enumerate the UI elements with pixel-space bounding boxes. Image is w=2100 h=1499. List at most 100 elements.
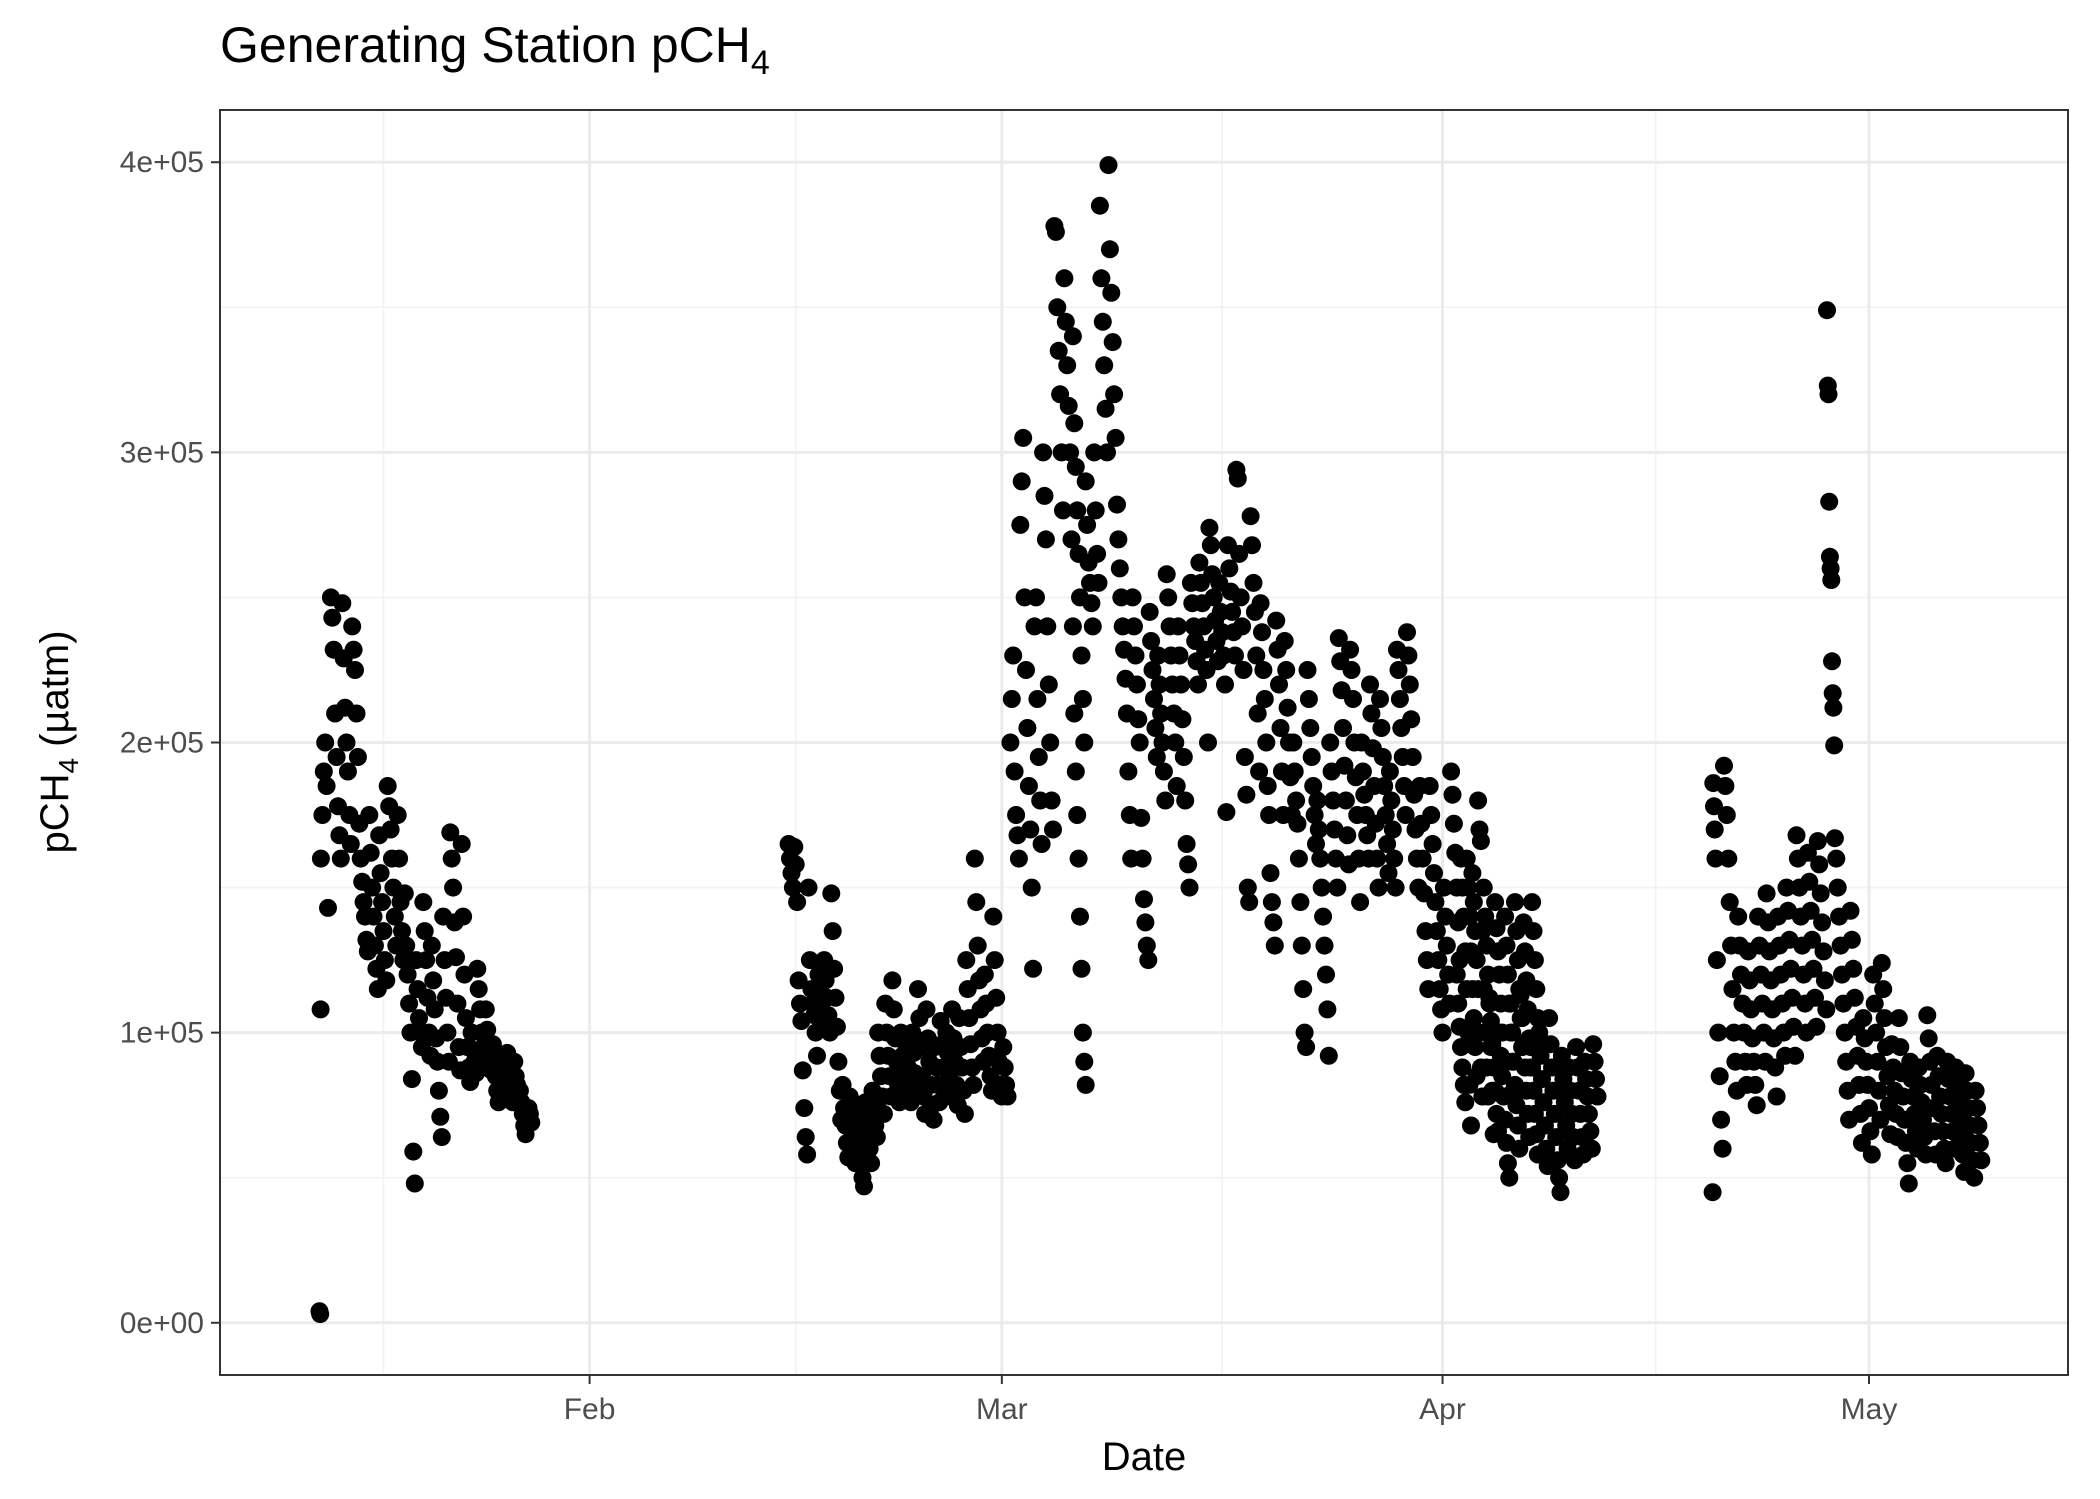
data-point <box>903 1023 922 1042</box>
data-point <box>1029 748 1048 766</box>
data-point <box>1066 457 1085 476</box>
data-point <box>390 849 409 868</box>
data-point <box>1068 806 1087 824</box>
data-point <box>522 1113 541 1132</box>
data-point <box>1334 719 1352 737</box>
data-point <box>1717 806 1736 824</box>
data-point <box>414 893 433 912</box>
data-point <box>994 1038 1013 1057</box>
data-point <box>397 936 416 955</box>
data-point <box>1156 791 1175 810</box>
data-point <box>323 608 342 627</box>
data-point <box>1899 1174 1918 1193</box>
data-point <box>1049 341 1068 360</box>
data-point <box>1157 565 1176 584</box>
data-point <box>347 704 366 723</box>
data-point <box>917 1000 936 1019</box>
data-point <box>1086 501 1105 520</box>
data-point <box>331 849 350 868</box>
data-point <box>1581 1122 1600 1141</box>
data-point <box>1386 878 1405 897</box>
data-point <box>1017 661 1035 679</box>
data-point <box>1862 1145 1881 1164</box>
data-point <box>441 823 460 842</box>
data-point <box>1270 675 1288 694</box>
data-point <box>1255 690 1274 708</box>
data-point <box>1251 594 1270 613</box>
data-point <box>1423 835 1442 853</box>
data-point <box>1035 486 1054 505</box>
data-point <box>438 1023 457 1042</box>
data-point <box>404 1142 423 1161</box>
data-point <box>1200 518 1219 537</box>
data-point <box>1399 646 1418 665</box>
data-point <box>1969 1116 1988 1135</box>
data-point <box>1063 617 1082 636</box>
data-point <box>1041 733 1060 752</box>
data-point <box>1474 878 1493 897</box>
data-point <box>1723 980 1742 999</box>
data-point <box>855 1177 873 1196</box>
data-point <box>1720 893 1739 912</box>
data-point <box>1443 785 1462 804</box>
data-point <box>1289 849 1308 868</box>
data-point <box>1500 1168 1519 1187</box>
data-point <box>1262 893 1281 912</box>
data-point <box>789 971 808 990</box>
data-point <box>1540 1009 1559 1028</box>
data-point <box>311 849 330 868</box>
data-point <box>1321 733 1340 752</box>
data-point <box>1167 777 1186 795</box>
data-point <box>1420 777 1439 795</box>
data-point <box>1396 806 1415 824</box>
data-point <box>1126 646 1145 665</box>
data-point <box>1046 222 1065 241</box>
data-point <box>1007 806 1026 824</box>
chart-title-subscript: 4 <box>751 44 770 82</box>
data-point <box>1240 893 1259 912</box>
data-point <box>1449 994 1468 1013</box>
data-point <box>793 1061 812 1080</box>
data-point <box>1304 777 1323 795</box>
chart-title: Generating Station pCH4 <box>220 17 770 82</box>
data-point <box>1767 1087 1786 1106</box>
data-point <box>799 878 818 897</box>
data-point <box>1369 878 1388 897</box>
data-point <box>1860 1099 1878 1118</box>
data-point <box>442 849 461 868</box>
data-point <box>1430 980 1449 999</box>
x-tick-label: May <box>1841 1393 1898 1426</box>
data-point <box>1110 559 1129 578</box>
data-point <box>957 951 976 970</box>
data-point <box>1329 629 1348 648</box>
data-point <box>1452 1038 1470 1057</box>
data-point <box>1078 515 1097 534</box>
data-point <box>1054 501 1072 520</box>
data-point <box>341 835 360 853</box>
data-point <box>1402 710 1421 729</box>
data-point <box>955 1104 974 1123</box>
data-point <box>1075 1052 1094 1071</box>
data-point <box>363 878 382 897</box>
data-point <box>1705 797 1723 816</box>
data-point <box>1133 849 1152 868</box>
data-point <box>1453 1058 1472 1077</box>
data-point <box>1073 690 1092 708</box>
data-point <box>1177 835 1196 853</box>
data-point <box>1473 922 1492 941</box>
data-point <box>786 855 805 874</box>
data-point <box>1154 762 1173 781</box>
data-point <box>791 994 809 1013</box>
data-point <box>1018 719 1037 737</box>
data-point <box>1361 675 1379 694</box>
data-point <box>1034 443 1053 462</box>
data-point <box>364 907 383 926</box>
data-point <box>798 1145 817 1164</box>
data-point <box>1297 1038 1316 1057</box>
data-point <box>1823 684 1842 703</box>
data-point <box>1383 820 1402 839</box>
data-point <box>374 922 393 941</box>
data-point <box>1550 1168 1569 1187</box>
data-point <box>1307 835 1325 853</box>
data-point <box>1028 690 1047 708</box>
